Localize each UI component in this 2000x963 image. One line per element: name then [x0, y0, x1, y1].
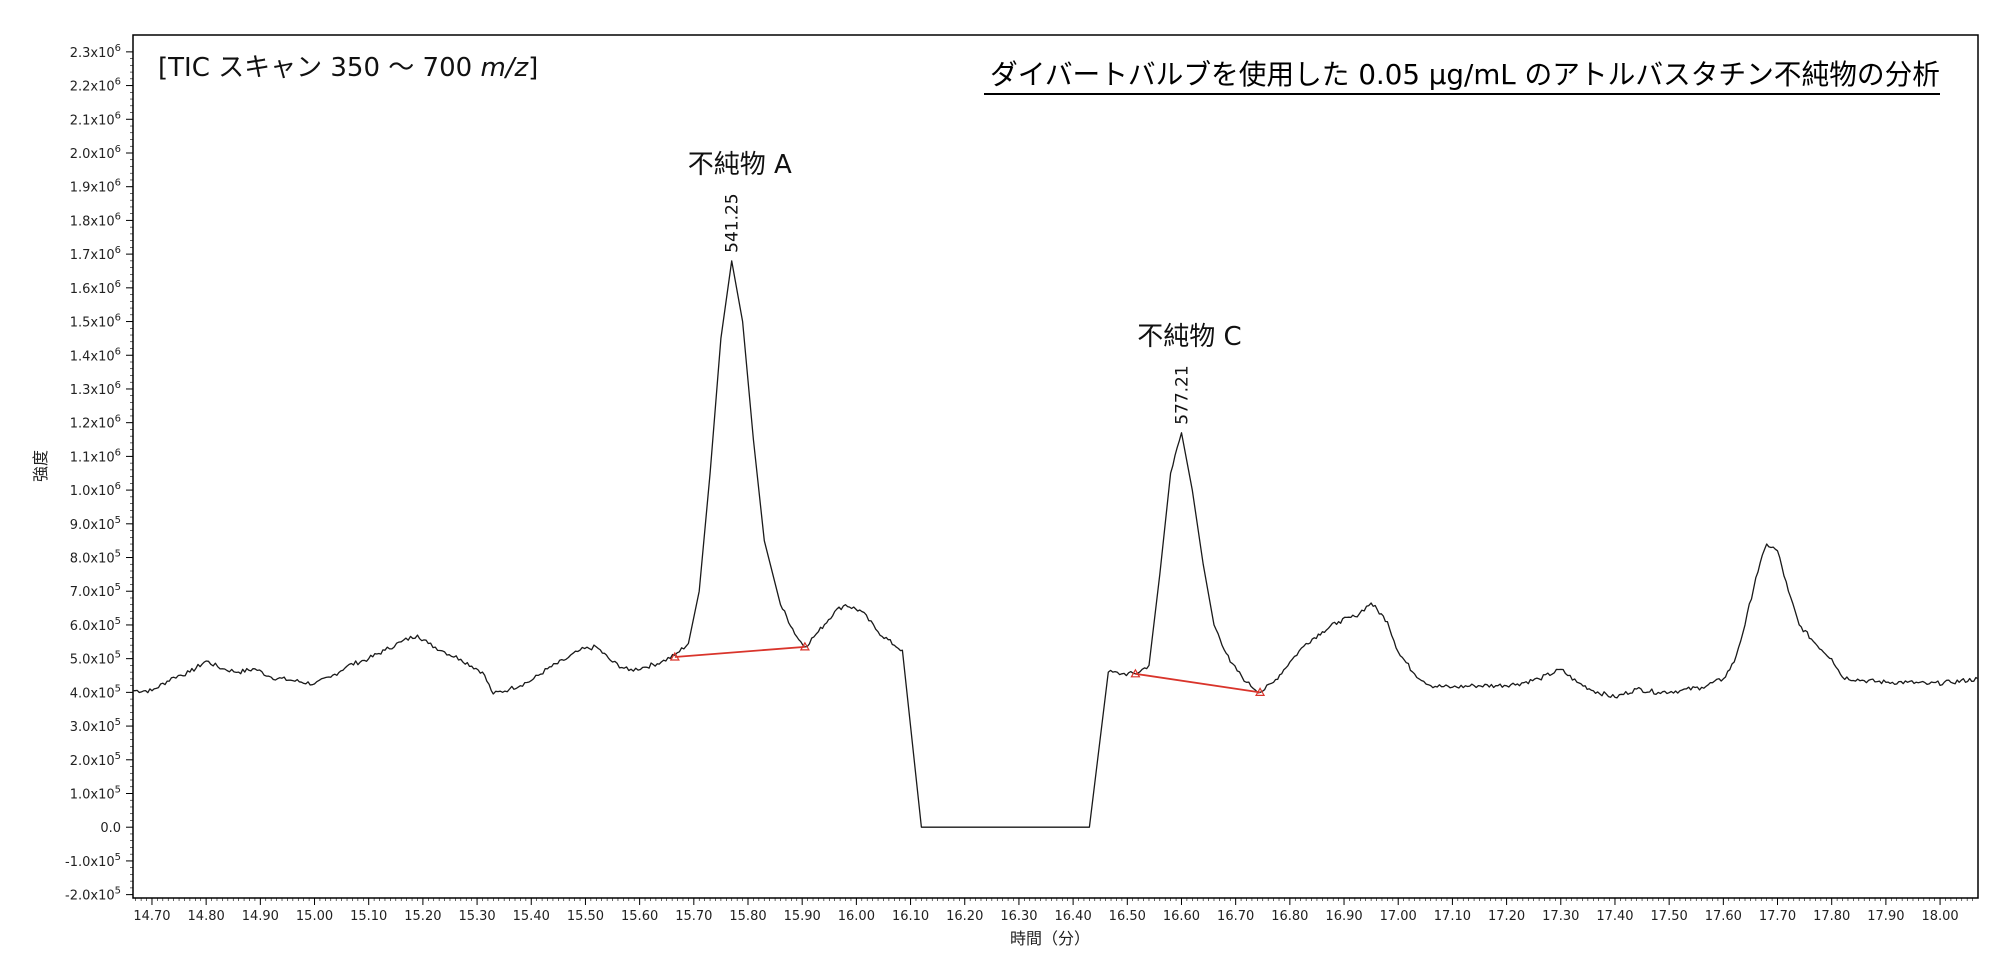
baseline-layer	[669, 641, 1266, 696]
series-line	[133, 260, 1979, 828]
y-tick-label: 2.0x105	[70, 751, 121, 769]
x-tick-label: 17.40	[1596, 909, 1633, 924]
plot-frame	[132, 34, 1979, 899]
y-tick-label: 7.0x105	[70, 582, 121, 600]
x-tick-label: 15.10	[350, 909, 387, 924]
series-layer	[133, 260, 1979, 828]
peak-annotations: 541.25 不純物 A 577.21 不純物 C	[688, 150, 1242, 425]
integration-baseline	[674, 645, 805, 658]
x-tick-label: 17.30	[1542, 909, 1579, 924]
x-tick-label: 14.80	[188, 909, 225, 924]
y-tick-label: 0.0	[100, 821, 121, 836]
x-tick-label: 14.70	[133, 909, 170, 924]
y-tick-label: 1.0x105	[70, 784, 121, 802]
x-tick-label: 17.20	[1488, 909, 1525, 924]
peak-value-label: 577.21	[1172, 365, 1192, 424]
y-tick-label: 4.0x105	[70, 683, 121, 701]
y-tick-label: 1.4x106	[70, 346, 121, 364]
x-axis: 14.70 14.80 14.90 15.00 15.10 15.20 15.30 15.40…	[133, 898, 1973, 924]
y-tick-label: 1.8x106	[70, 211, 121, 229]
y-tick-label: 5.0x105	[70, 650, 121, 668]
x-tick-label: 16.90	[1325, 909, 1362, 924]
scan-range-unit: m/z	[480, 53, 529, 83]
y-tick-label: 1.3x106	[70, 380, 121, 398]
y-tick-label: -2.0x105	[65, 886, 121, 904]
y-tick-label: 2.0x106	[70, 144, 121, 162]
y-tick-label: 8.0x105	[70, 549, 121, 567]
scan-range-suffix: ]	[528, 53, 538, 83]
y-tick-label: 1.0x106	[70, 481, 121, 499]
x-tick-label: 16.20	[946, 909, 983, 924]
x-tick-label: 16.30	[1000, 909, 1037, 924]
y-tick-label: -1.0x105	[65, 852, 121, 870]
x-tick-label: 17.10	[1434, 909, 1471, 924]
y-tick-label: 1.6x106	[70, 279, 121, 297]
x-tick-label: 15.00	[296, 909, 333, 924]
x-tick-label: 17.60	[1705, 909, 1742, 924]
x-tick-label: 16.60	[1163, 909, 1200, 924]
y-tick-label: 1.1x106	[70, 447, 121, 465]
scan-range-prefix: [TIC スキャン 350 ～ 700	[158, 53, 480, 83]
baseline-marker	[1130, 668, 1141, 678]
x-tick-label: 15.50	[567, 909, 604, 924]
y-tick-label: 1.2x106	[70, 414, 121, 432]
y-tick-label: 1.5x106	[70, 313, 121, 331]
y-axis-title: 強度	[31, 450, 50, 482]
chart-title: ダイバートバルブを使用した 0.05 μg/mL のアトルバスタチン不純物の分析	[990, 58, 1940, 91]
x-tick-label: 15.90	[784, 909, 821, 924]
peak-name-label: 不純物 C	[1137, 322, 1241, 352]
y-tick-label: 1.7x106	[70, 245, 121, 263]
x-tick-label: 15.70	[675, 909, 712, 924]
baseline-marker	[799, 641, 810, 651]
peak-value-label: 541.25	[723, 193, 743, 252]
y-tick-label: 3.0x105	[70, 717, 121, 735]
x-tick-label: 15.60	[621, 909, 658, 924]
x-axis-title: 時間（分）	[1010, 929, 1090, 948]
x-tick-label: 17.50	[1651, 909, 1688, 924]
y-tick-label: 6.0x105	[70, 616, 121, 634]
x-tick-label: 15.30	[458, 909, 495, 924]
x-tick-label: 17.90	[1867, 909, 1904, 924]
x-tick-label: 16.40	[1055, 909, 1092, 924]
integration-baseline	[1135, 672, 1261, 694]
baseline-marker	[669, 651, 680, 661]
x-tick-label: 17.00	[1380, 909, 1417, 924]
y-tick-label: 2.3x106	[70, 43, 121, 61]
x-tick-label: 15.80	[729, 909, 766, 924]
y-tick-label: 1.9x106	[70, 178, 121, 196]
x-tick-label: 16.80	[1271, 909, 1308, 924]
x-tick-label: 15.40	[513, 909, 550, 924]
x-tick-label: 17.80	[1813, 909, 1850, 924]
x-tick-label: 17.70	[1759, 909, 1796, 924]
x-tick-label: 14.90	[242, 909, 279, 924]
scan-range-label: [TIC スキャン 350 ～ 700 m/z]	[158, 53, 538, 83]
x-tick-label: 16.10	[892, 909, 929, 924]
x-tick-label: 16.70	[1217, 909, 1254, 924]
y-tick-label: 2.2x106	[70, 77, 121, 95]
y-tick-label: 2.1x106	[70, 110, 121, 128]
x-tick-label: 16.00	[838, 909, 875, 924]
peak-name-label: 不純物 A	[688, 150, 792, 180]
y-tick-label: 9.0x105	[70, 515, 121, 533]
x-tick-label: 18.00	[1921, 909, 1958, 924]
baseline-marker	[1255, 687, 1266, 696]
x-tick-label: 16.50	[1109, 909, 1146, 924]
x-tick-label: 15.20	[404, 909, 441, 924]
y-axis: 2.3x106 2.2x106 2.1x106 2.0x106 1.9x106 1.8x1…	[65, 43, 133, 904]
